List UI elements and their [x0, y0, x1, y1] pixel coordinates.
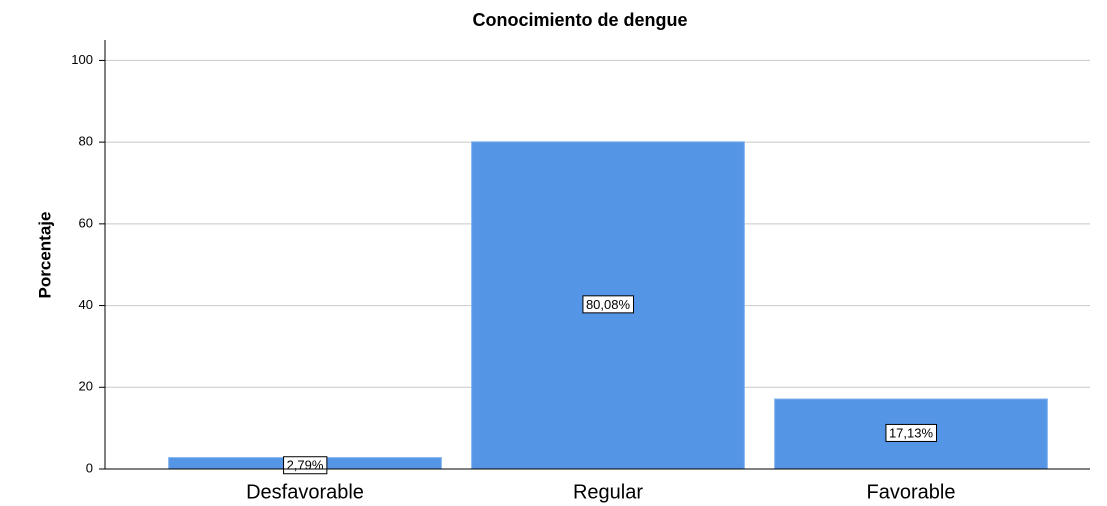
y-tick-label: 60: [79, 215, 93, 230]
data-label-box: [885, 423, 937, 442]
x-tick-label: Desfavorable: [246, 481, 364, 503]
y-tick-label: 0: [86, 460, 93, 475]
data-label: 80,08%: [586, 297, 631, 312]
y-tick-label: 20: [79, 379, 93, 394]
data-label: 2,79%: [287, 458, 324, 473]
y-axis-label: Porcentaje: [35, 212, 54, 299]
y-tick-label: 100: [71, 52, 93, 67]
data-label-box: [582, 295, 634, 314]
data-label: 17,13%: [889, 425, 934, 440]
x-tick-label: Regular: [573, 481, 643, 503]
y-tick-label: 40: [79, 297, 93, 312]
y-tick-label: 80: [79, 134, 93, 149]
chart-title: Conocimiento de dengue: [472, 10, 687, 30]
x-tick-label: Favorable: [867, 481, 956, 503]
